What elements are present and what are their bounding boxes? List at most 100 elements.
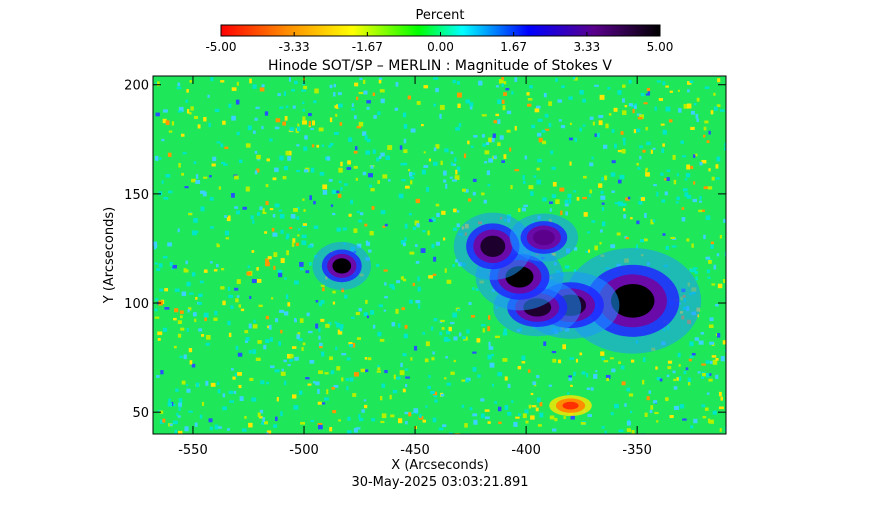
speckle xyxy=(322,402,326,405)
speckle xyxy=(678,108,682,113)
speckle xyxy=(258,304,263,308)
speckle xyxy=(169,262,173,267)
speckle xyxy=(280,371,286,376)
speckle xyxy=(527,103,532,107)
speckle xyxy=(299,261,304,267)
speckle xyxy=(222,393,226,398)
speckle xyxy=(284,380,287,386)
speckle xyxy=(167,402,173,407)
speckle xyxy=(472,178,477,182)
speckle xyxy=(371,418,376,422)
speckle xyxy=(189,360,193,365)
speckle xyxy=(689,80,694,84)
speckle xyxy=(708,130,711,135)
speckle xyxy=(233,390,237,394)
speckle xyxy=(227,286,231,292)
speckle xyxy=(601,202,605,205)
speckle xyxy=(514,169,520,172)
speckle xyxy=(382,225,386,228)
speckle xyxy=(669,415,674,419)
speckle xyxy=(617,179,622,184)
speckle xyxy=(443,170,447,176)
speckle xyxy=(583,212,588,217)
speckle xyxy=(654,106,657,111)
speckle xyxy=(586,372,589,378)
speckle xyxy=(701,404,706,408)
speckle xyxy=(600,190,604,194)
speckle xyxy=(171,267,174,270)
speckle xyxy=(385,155,390,161)
speckle xyxy=(402,112,407,118)
speckle xyxy=(501,77,505,80)
speckle xyxy=(180,327,185,331)
speckle xyxy=(517,208,521,213)
speckle xyxy=(497,142,501,147)
speckle xyxy=(604,175,608,181)
speckle xyxy=(275,318,279,323)
speckle xyxy=(320,351,325,357)
speckle xyxy=(597,132,600,138)
speckle xyxy=(169,423,173,426)
speckle xyxy=(265,261,270,267)
speckle xyxy=(270,365,275,369)
speckle xyxy=(256,154,261,160)
speckle xyxy=(706,140,710,144)
speckle xyxy=(281,368,284,372)
speckle xyxy=(445,183,448,189)
speckle xyxy=(220,80,225,83)
speckle xyxy=(318,127,324,132)
speckle xyxy=(299,390,303,395)
speckle xyxy=(263,344,267,350)
speckle xyxy=(661,148,665,154)
speckle xyxy=(340,186,343,191)
speckle xyxy=(227,215,231,219)
speckle xyxy=(278,341,281,346)
speckle xyxy=(551,350,557,354)
speckle xyxy=(296,169,300,173)
speckle xyxy=(587,249,591,253)
speckle xyxy=(315,323,319,329)
speckle xyxy=(380,210,386,215)
speckle xyxy=(296,206,300,210)
speckle xyxy=(662,233,666,236)
speckle xyxy=(279,106,284,109)
speckle xyxy=(208,418,213,423)
speckle xyxy=(400,163,404,166)
speckle xyxy=(446,382,451,386)
speckle xyxy=(664,191,668,196)
speckle xyxy=(354,146,358,150)
speckle xyxy=(690,110,695,115)
speckle xyxy=(646,141,651,146)
speckle xyxy=(356,337,362,340)
speckle xyxy=(470,145,474,148)
speckle xyxy=(456,210,460,213)
speckle xyxy=(186,108,190,114)
x-tick-label: -550 xyxy=(178,443,208,458)
colorbar-tick-label: -5.00 xyxy=(205,40,236,54)
speckle xyxy=(432,351,435,355)
speckle xyxy=(687,103,692,109)
speckle xyxy=(709,419,714,424)
speckle xyxy=(494,401,497,404)
speckle xyxy=(704,407,709,411)
speckle xyxy=(186,328,189,332)
speckle xyxy=(249,295,252,299)
speckle xyxy=(337,329,343,335)
speckle xyxy=(495,113,500,117)
speckle xyxy=(701,159,707,164)
speckle xyxy=(626,387,631,392)
speckle xyxy=(646,396,650,401)
speckle xyxy=(565,211,569,216)
speckle xyxy=(268,324,272,330)
speckle xyxy=(318,335,321,340)
speckle xyxy=(159,288,164,292)
speckle xyxy=(712,410,717,415)
speckle xyxy=(252,84,257,89)
speckle xyxy=(552,181,557,187)
speckle xyxy=(425,405,428,408)
speckle xyxy=(665,245,669,250)
speckle xyxy=(439,331,443,336)
speckle xyxy=(529,85,533,89)
speckle xyxy=(296,334,300,339)
speckle xyxy=(501,160,506,163)
